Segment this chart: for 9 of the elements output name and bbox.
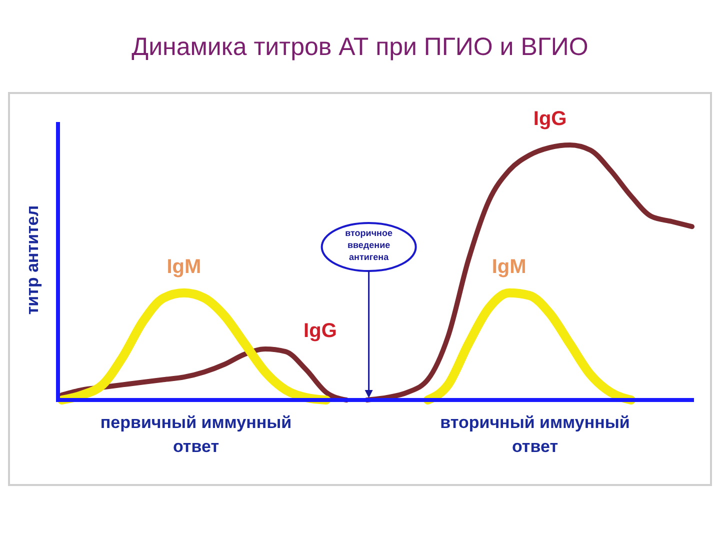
chart-title: Динамика титров АТ при ПГИО и ВГИО: [132, 33, 588, 61]
series-label: IgM: [492, 256, 526, 278]
text: вторичный иммунный ответ: [440, 413, 630, 456]
series-label: IgM: [166, 256, 202, 278]
series-label: IgG: [304, 320, 337, 342]
y-axis-title: титр антител: [23, 205, 42, 315]
text: первичный иммунный ответ: [100, 413, 292, 456]
series-label: IgG: [533, 108, 567, 130]
annotation: вторичное введение антигена: [345, 228, 393, 262]
